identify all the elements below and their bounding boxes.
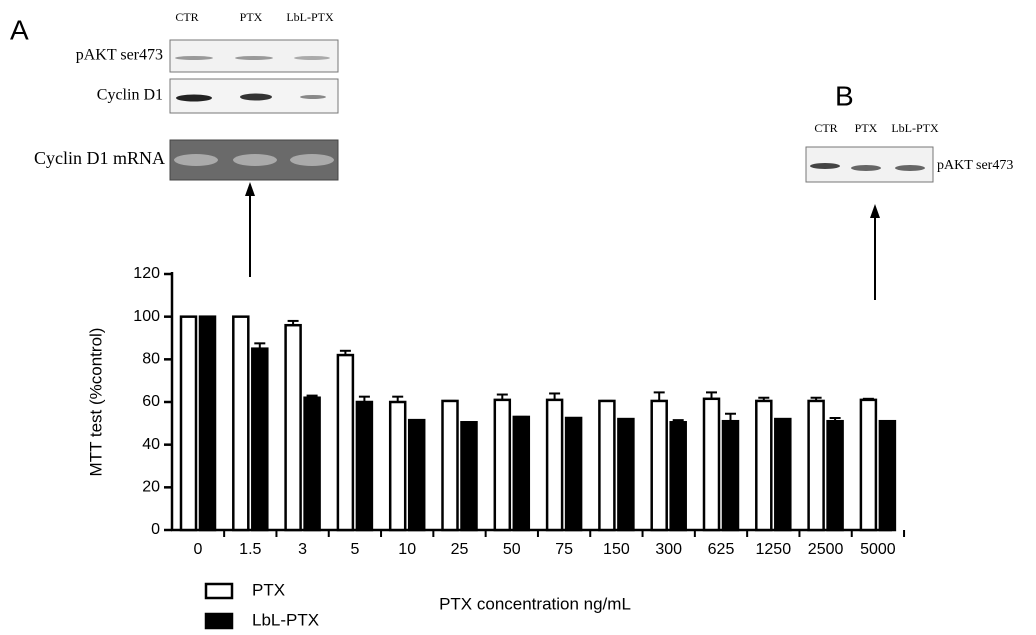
bar [252,349,267,530]
x-tick-label: 10 [398,541,416,558]
band [851,165,881,171]
x-tick-label: 3 [298,541,307,558]
legend-label: PTX [252,580,285,599]
band [240,94,272,101]
bar [305,398,320,530]
row-label: Cyclin D1 mRNA [34,148,165,168]
bar [390,402,405,530]
y-tick-label: 100 [133,308,160,325]
x-tick-label: 2500 [808,541,844,558]
band [810,163,840,169]
bar [495,400,510,530]
bar [618,419,633,530]
band [233,154,277,166]
lane-label: PTX [240,10,263,24]
y-tick-label: 80 [142,351,160,368]
panel-label: A [10,14,29,45]
bar [547,400,562,530]
panel-label: B [835,80,854,111]
bar [462,422,477,530]
band [174,154,218,166]
arrow-head [870,204,880,218]
lane-label: PTX [855,121,878,135]
bar [723,421,738,530]
lane-label: LbL-PTX [286,10,334,24]
bar [338,355,353,530]
band [294,56,330,60]
bar [756,401,771,530]
legend-swatch [206,614,232,628]
lane-label: CTR [814,121,837,135]
y-tick-label: 0 [151,521,160,538]
legend-swatch [206,584,232,598]
figure: A CTR PTX LbL-PTX pAKT ser473 Cyclin D1 … [0,0,1036,635]
bar [809,401,824,530]
bar [671,422,686,530]
lane-label: CTR [175,10,198,24]
band [235,56,273,60]
lane-label: LbL-PTX [891,121,939,135]
bar [286,325,301,530]
x-tick-label: 0 [194,541,203,558]
bar [861,400,876,530]
x-tick-label: 25 [451,541,469,558]
bar [200,317,215,530]
row-label: Cyclin D1 [97,87,163,104]
bar [880,421,895,530]
x-tick-label: 625 [708,541,735,558]
y-tick-label: 20 [142,479,160,496]
x-tick-label: 1250 [756,541,792,558]
band [290,154,334,166]
bar [775,419,790,530]
x-tick-label: 75 [555,541,573,558]
x-axis-label: PTX concentration ng/mL [439,594,631,613]
band [175,56,213,60]
bar [828,421,843,530]
bar [443,401,458,530]
bar [599,401,614,530]
x-tick-label: 150 [603,541,630,558]
band [895,165,925,171]
row-label: pAKT ser473 [76,47,163,64]
y-tick-label: 40 [142,436,160,453]
legend-label: LbL-PTX [252,610,319,629]
y-tick-label: 120 [133,265,160,282]
band [176,95,212,102]
bar [357,402,372,530]
bar [566,418,581,530]
bar [233,317,248,530]
y-tick-label: 60 [142,393,160,410]
x-tick-label: 5 [350,541,359,558]
bar [409,420,424,530]
x-tick-label: 5000 [860,541,896,558]
y-axis-label: MTT test (%control) [86,328,105,477]
bar [704,399,719,530]
row-label: pAKT ser473 [937,158,1013,173]
arrow-head [245,182,255,196]
bar [514,417,529,530]
x-tick-label: 1.5 [239,541,261,558]
bar [652,401,667,530]
bar [181,317,196,530]
x-tick-label: 50 [503,541,521,558]
x-tick-label: 300 [655,541,682,558]
band [300,95,326,99]
